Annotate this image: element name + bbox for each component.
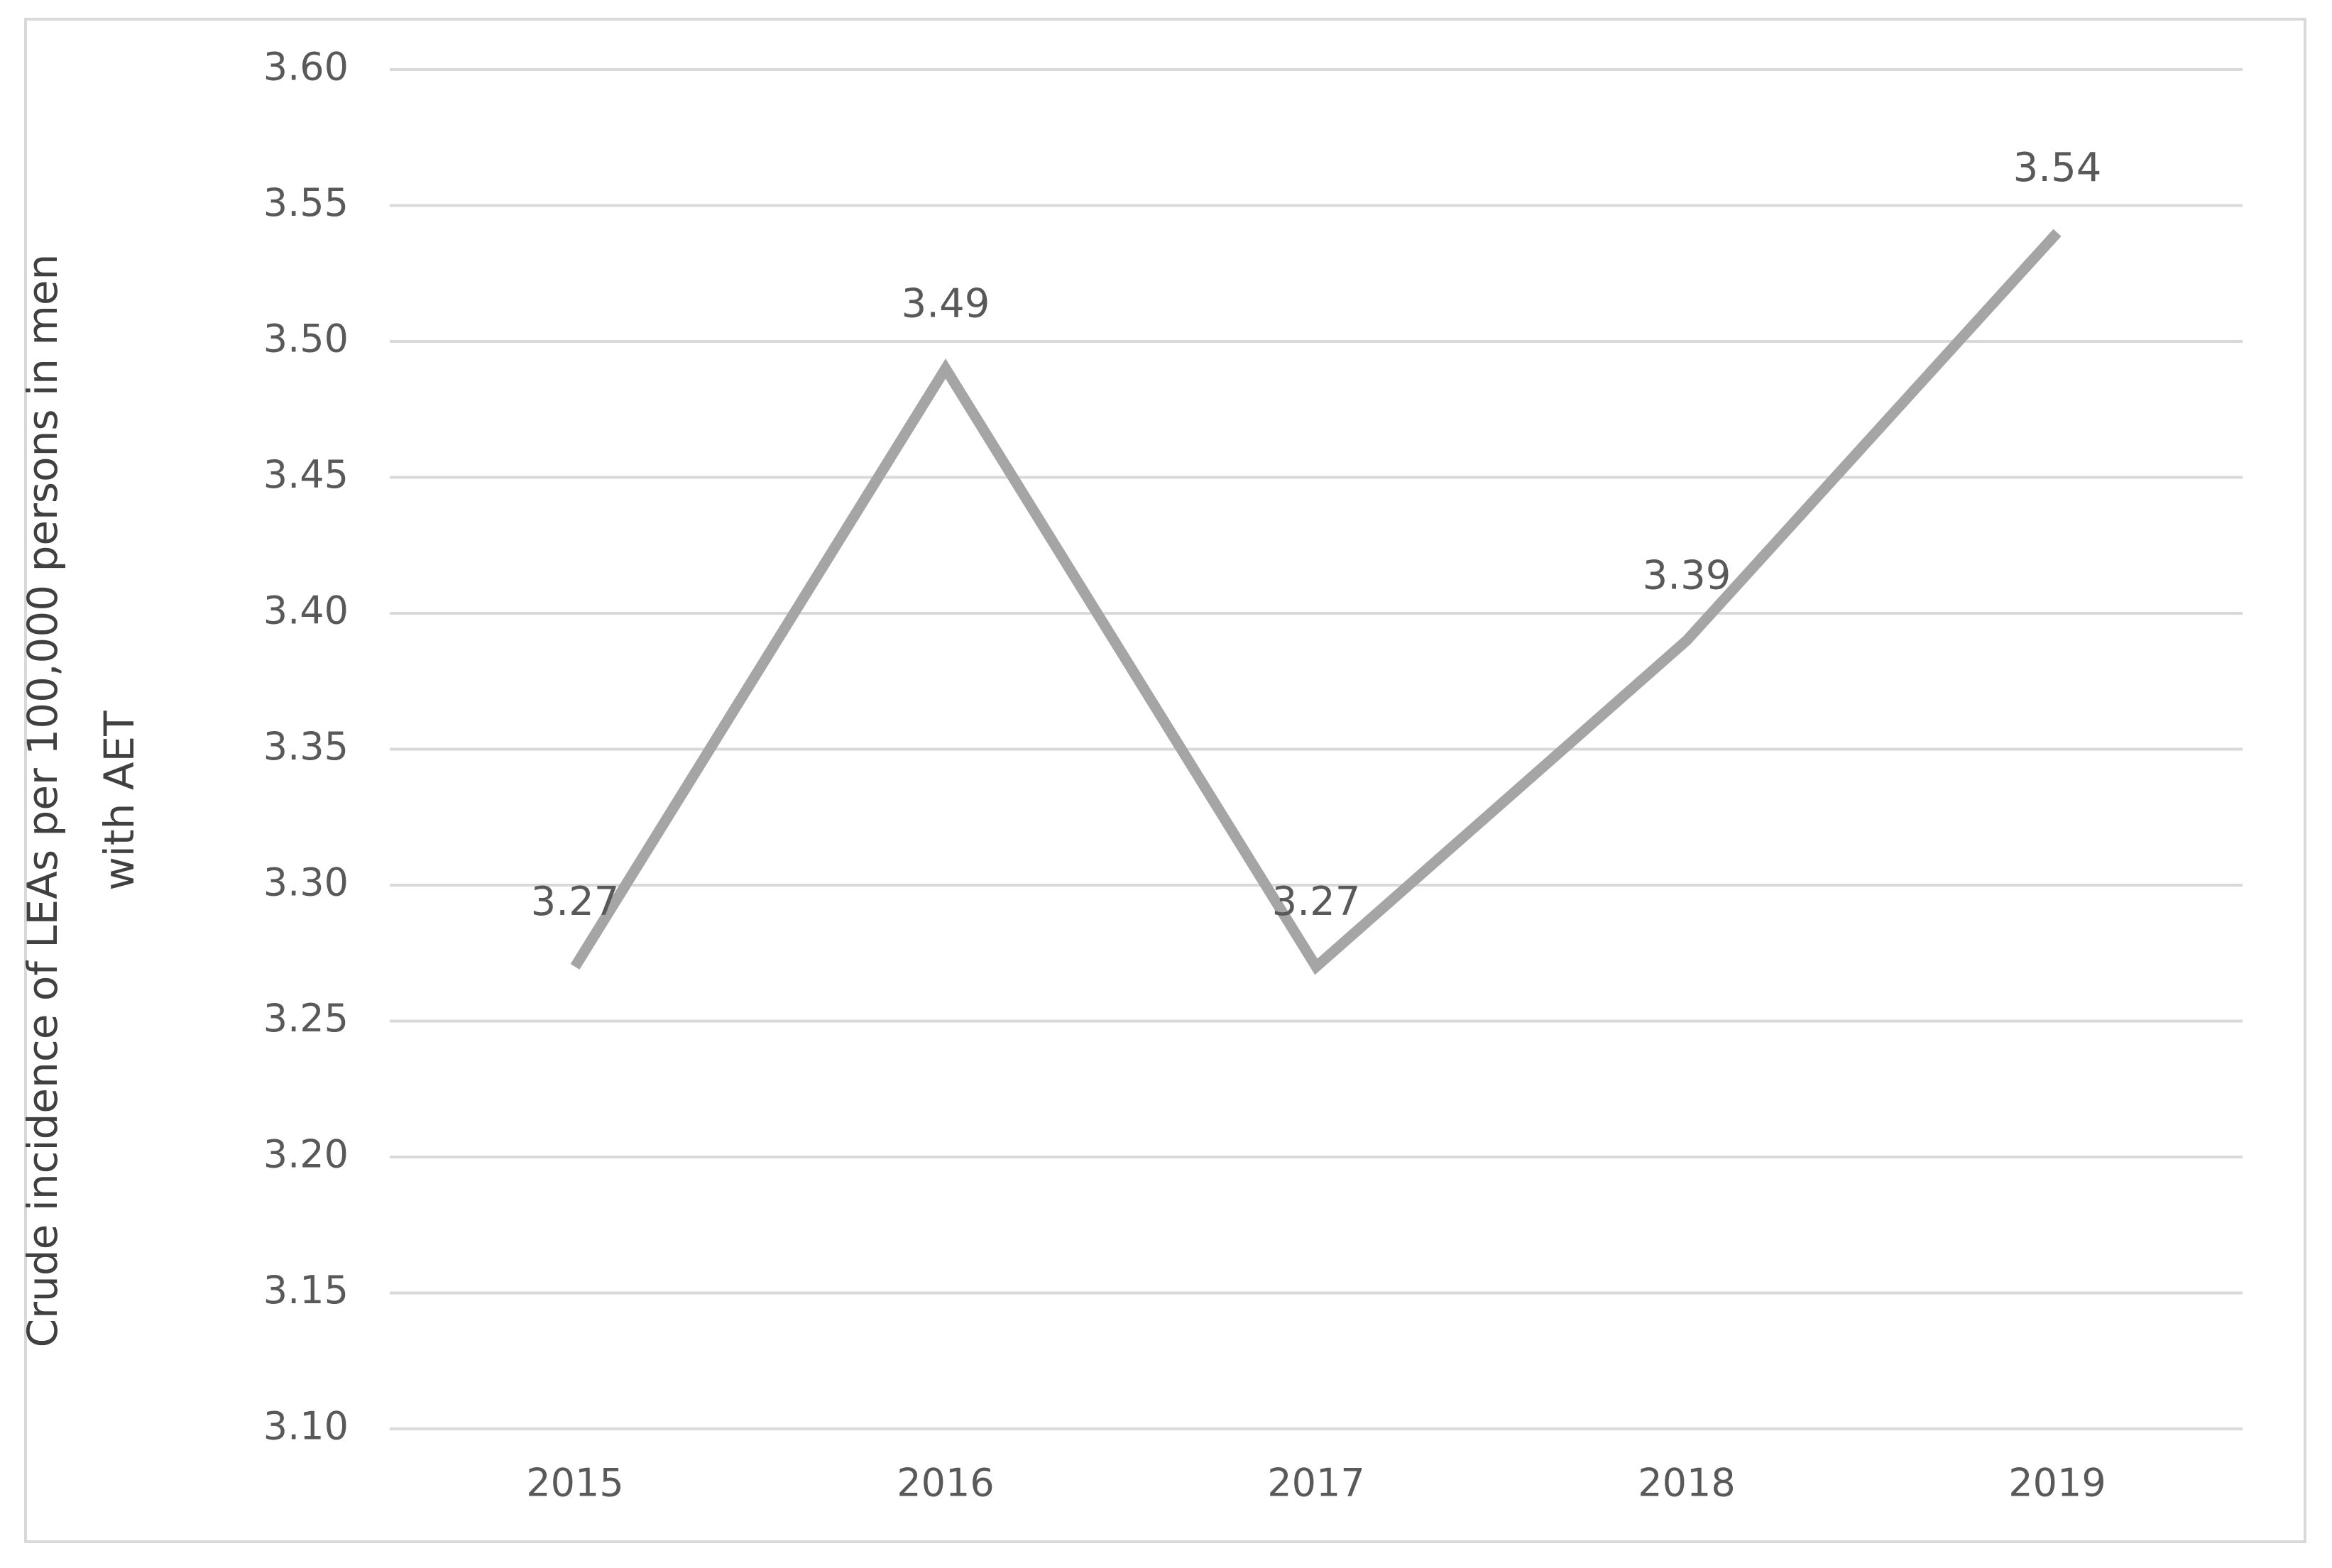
data-label: 3.54 bbox=[2013, 145, 2102, 191]
x-tick-label: 2018 bbox=[1638, 1461, 1735, 1506]
y-tick-label: 3.60 bbox=[263, 45, 349, 89]
y-tick-label: 3.50 bbox=[263, 317, 349, 361]
y-tick-label: 3.30 bbox=[263, 860, 349, 905]
x-tick-label: 2015 bbox=[526, 1461, 623, 1506]
data-label: 3.39 bbox=[1643, 552, 1731, 598]
data-label: 3.27 bbox=[1272, 879, 1361, 925]
x-tick-label: 2016 bbox=[897, 1461, 994, 1506]
y-tick-label: 3.55 bbox=[263, 180, 349, 225]
x-tick-label: 2019 bbox=[2008, 1461, 2106, 1506]
y-tick-label: 3.20 bbox=[263, 1132, 349, 1177]
y-axis-title: Crude incidence of LEAs per 100,000 pers… bbox=[18, 253, 143, 1348]
y-tick-label: 3.45 bbox=[263, 452, 349, 497]
y-tick-label: 3.15 bbox=[263, 1268, 349, 1312]
chart-border bbox=[24, 18, 2306, 1543]
x-tick-label: 2017 bbox=[1267, 1461, 1364, 1506]
y-tick-label: 3.10 bbox=[263, 1404, 349, 1449]
data-label: 3.27 bbox=[531, 879, 620, 925]
y-tick-label: 3.40 bbox=[263, 588, 349, 633]
y-tick-label: 3.25 bbox=[263, 996, 349, 1041]
y-tick-label: 3.35 bbox=[263, 724, 349, 769]
data-label: 3.49 bbox=[902, 280, 990, 327]
data-line bbox=[570, 229, 2062, 975]
